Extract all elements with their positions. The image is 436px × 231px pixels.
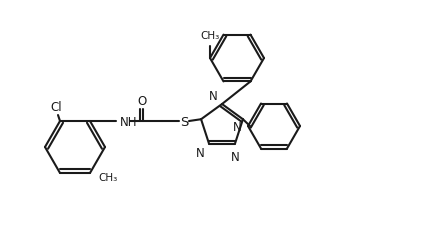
Text: N: N — [209, 90, 218, 103]
Text: O: O — [137, 95, 146, 108]
Text: N: N — [196, 146, 205, 159]
Text: N: N — [231, 150, 239, 163]
Text: Cl: Cl — [50, 100, 62, 113]
Text: S: S — [180, 115, 188, 128]
Text: CH₃: CH₃ — [98, 172, 117, 182]
Text: CH₃: CH₃ — [201, 31, 220, 41]
Text: N: N — [233, 120, 242, 133]
Text: NH: NH — [120, 115, 137, 128]
